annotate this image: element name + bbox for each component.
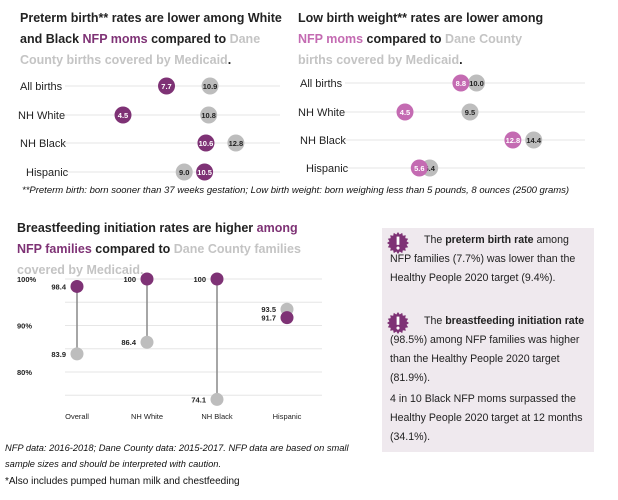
also-note: *Also includes pumped human milk and che… (5, 476, 240, 487)
value-label: 9.0 (179, 168, 189, 177)
dane-dot (201, 77, 219, 95)
definition-footnote: **Preterm birth: born sooner than 37 wee… (22, 185, 570, 196)
dane-dot (200, 106, 218, 124)
title-text: compared to (147, 32, 230, 46)
title-text: compared to (363, 32, 446, 46)
title-text: compared to (91, 242, 174, 256)
nfp-value-label: 100 (123, 275, 136, 284)
title-nfp: NFP moms (298, 32, 364, 46)
value-label: 5.6 (414, 164, 424, 173)
callout-black-moms: 4 in 10 Black NFP moms surpassed the Hea… (390, 393, 583, 443)
dane-dot (70, 347, 84, 361)
value-label: 10.9 (203, 82, 218, 91)
dane-value-label: 74.1 (191, 395, 206, 404)
value-label: 4.5 (118, 111, 128, 120)
value-label: 10.6 (199, 139, 214, 148)
callout-text: The (424, 234, 446, 246)
value-label: 14.4 (526, 136, 541, 145)
exclamation-badge-icon (387, 312, 409, 334)
callout-bold: breastfeeding initiation rate (445, 315, 585, 327)
value-label: 6.4 (424, 164, 435, 173)
dane-dot (140, 335, 154, 349)
callout-text: among NFP families (7.7%) was lower than… (390, 234, 576, 284)
y-tick-label: 80% (17, 368, 32, 377)
title-text: Low birth weight** rates are lower among (298, 11, 544, 25)
nfp-dot (196, 163, 214, 181)
category-label: NH Black (20, 138, 66, 150)
title-nfp: among NFP families (17, 221, 298, 256)
category-label: Hispanic (273, 412, 302, 421)
exclamation-badge-icon (387, 232, 409, 254)
callout-text: (98.5%) among NFP families was higher th… (390, 334, 580, 384)
title-dane: Dane County births covered by Medicaid (20, 32, 261, 67)
value-label: 10.0 (469, 79, 484, 88)
category-label: NH Black (300, 135, 346, 147)
nfp-dot (504, 131, 522, 149)
category-label: All births (20, 81, 63, 93)
dane-value-label: 93.5 (261, 305, 276, 314)
category-label: NH White (298, 107, 345, 119)
title-text: Preterm birth** rates are lower among Wh… (20, 11, 282, 46)
nfp-dot (197, 134, 215, 152)
y-tick-label: 100% (17, 275, 37, 284)
callout-box: The preterm birth rate among NFP familie… (382, 228, 594, 452)
nfp-dot (158, 77, 176, 95)
data-note: NFP data: 2016-2018; Dane County data: 2… (5, 443, 349, 469)
nfp-dot (396, 103, 414, 121)
title-nfp: NFP moms (82, 32, 148, 46)
title-dane: Dane County births covered by Medicaid (298, 32, 523, 67)
value-label: 12.8 (506, 136, 521, 145)
category-label: All births (300, 78, 343, 90)
title-text: . (139, 263, 144, 277)
nfp-dot (410, 159, 428, 177)
nfp-value-label: 98.4 (51, 282, 66, 291)
y-tick-label: 90% (17, 322, 32, 331)
category-label: NH White (131, 412, 163, 421)
nfp-dot (280, 311, 294, 325)
dane-dot (525, 131, 543, 149)
value-label: 8.8 (456, 79, 466, 88)
value-label: 12.8 (229, 139, 244, 148)
title-text: . (227, 53, 232, 67)
dane-dot (175, 163, 193, 181)
value-label: 9.5 (465, 108, 475, 117)
callout-breastfeeding: The breastfeeding initiation rate (98.5%… (390, 312, 590, 388)
lbw-title: Low birth weight** rates are lower among… (298, 8, 548, 71)
callout-preterm: The preterm birth rate among NFP familie… (390, 231, 590, 288)
title-text: . (459, 53, 463, 67)
value-label: 7.7 (161, 82, 171, 91)
value-label: 10.5 (197, 168, 212, 177)
callout-bold: preterm birth rate (445, 234, 534, 246)
title-text: Breastfeeding initiation rates are highe… (17, 221, 257, 235)
nfp-value-label: 91.7 (261, 314, 276, 323)
value-label: 4.5 (400, 108, 410, 117)
category-label: Overall (65, 412, 89, 421)
nfp-dot (70, 279, 84, 293)
category-label: Hispanic (26, 167, 69, 179)
preterm-title: Preterm birth** rates are lower among Wh… (20, 8, 285, 71)
dane-dot (468, 74, 485, 92)
dane-dot (227, 134, 245, 152)
dane-dot (461, 103, 479, 121)
category-label: Hispanic (306, 163, 349, 175)
dane-dot (210, 392, 224, 406)
nfp-value-label: 100 (193, 275, 206, 284)
nfp-dot (140, 272, 154, 286)
title-dane: Dane County families covered by Medicaid (17, 242, 301, 277)
dane-value-label: 86.4 (121, 338, 136, 347)
breastfeeding-title: Breastfeeding initiation rates are highe… (17, 218, 317, 281)
dane-value-label: 83.9 (51, 350, 66, 359)
category-label: NH Black (201, 412, 233, 421)
callout-text: The (424, 315, 446, 327)
nfp-dot (452, 74, 470, 92)
nfp-dot (114, 106, 132, 124)
value-label: 10.8 (201, 111, 216, 120)
nfp-dot (210, 272, 224, 286)
category-label: NH White (18, 110, 65, 122)
